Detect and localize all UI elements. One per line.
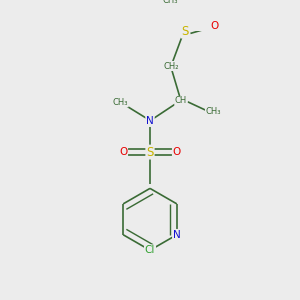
Text: S: S [146, 146, 154, 159]
Text: N: N [173, 230, 181, 240]
Text: N: N [146, 116, 154, 126]
Text: Cl: Cl [145, 245, 155, 255]
Text: O: O [119, 147, 127, 157]
Text: CH₃: CH₃ [206, 107, 221, 116]
Text: S: S [181, 25, 189, 38]
Text: CH₂: CH₂ [164, 61, 179, 70]
Text: O: O [210, 21, 219, 31]
Text: CH: CH [175, 97, 187, 106]
Text: O: O [173, 147, 181, 157]
Text: CH₃: CH₃ [113, 98, 128, 107]
Text: CH₃: CH₃ [162, 0, 178, 4]
